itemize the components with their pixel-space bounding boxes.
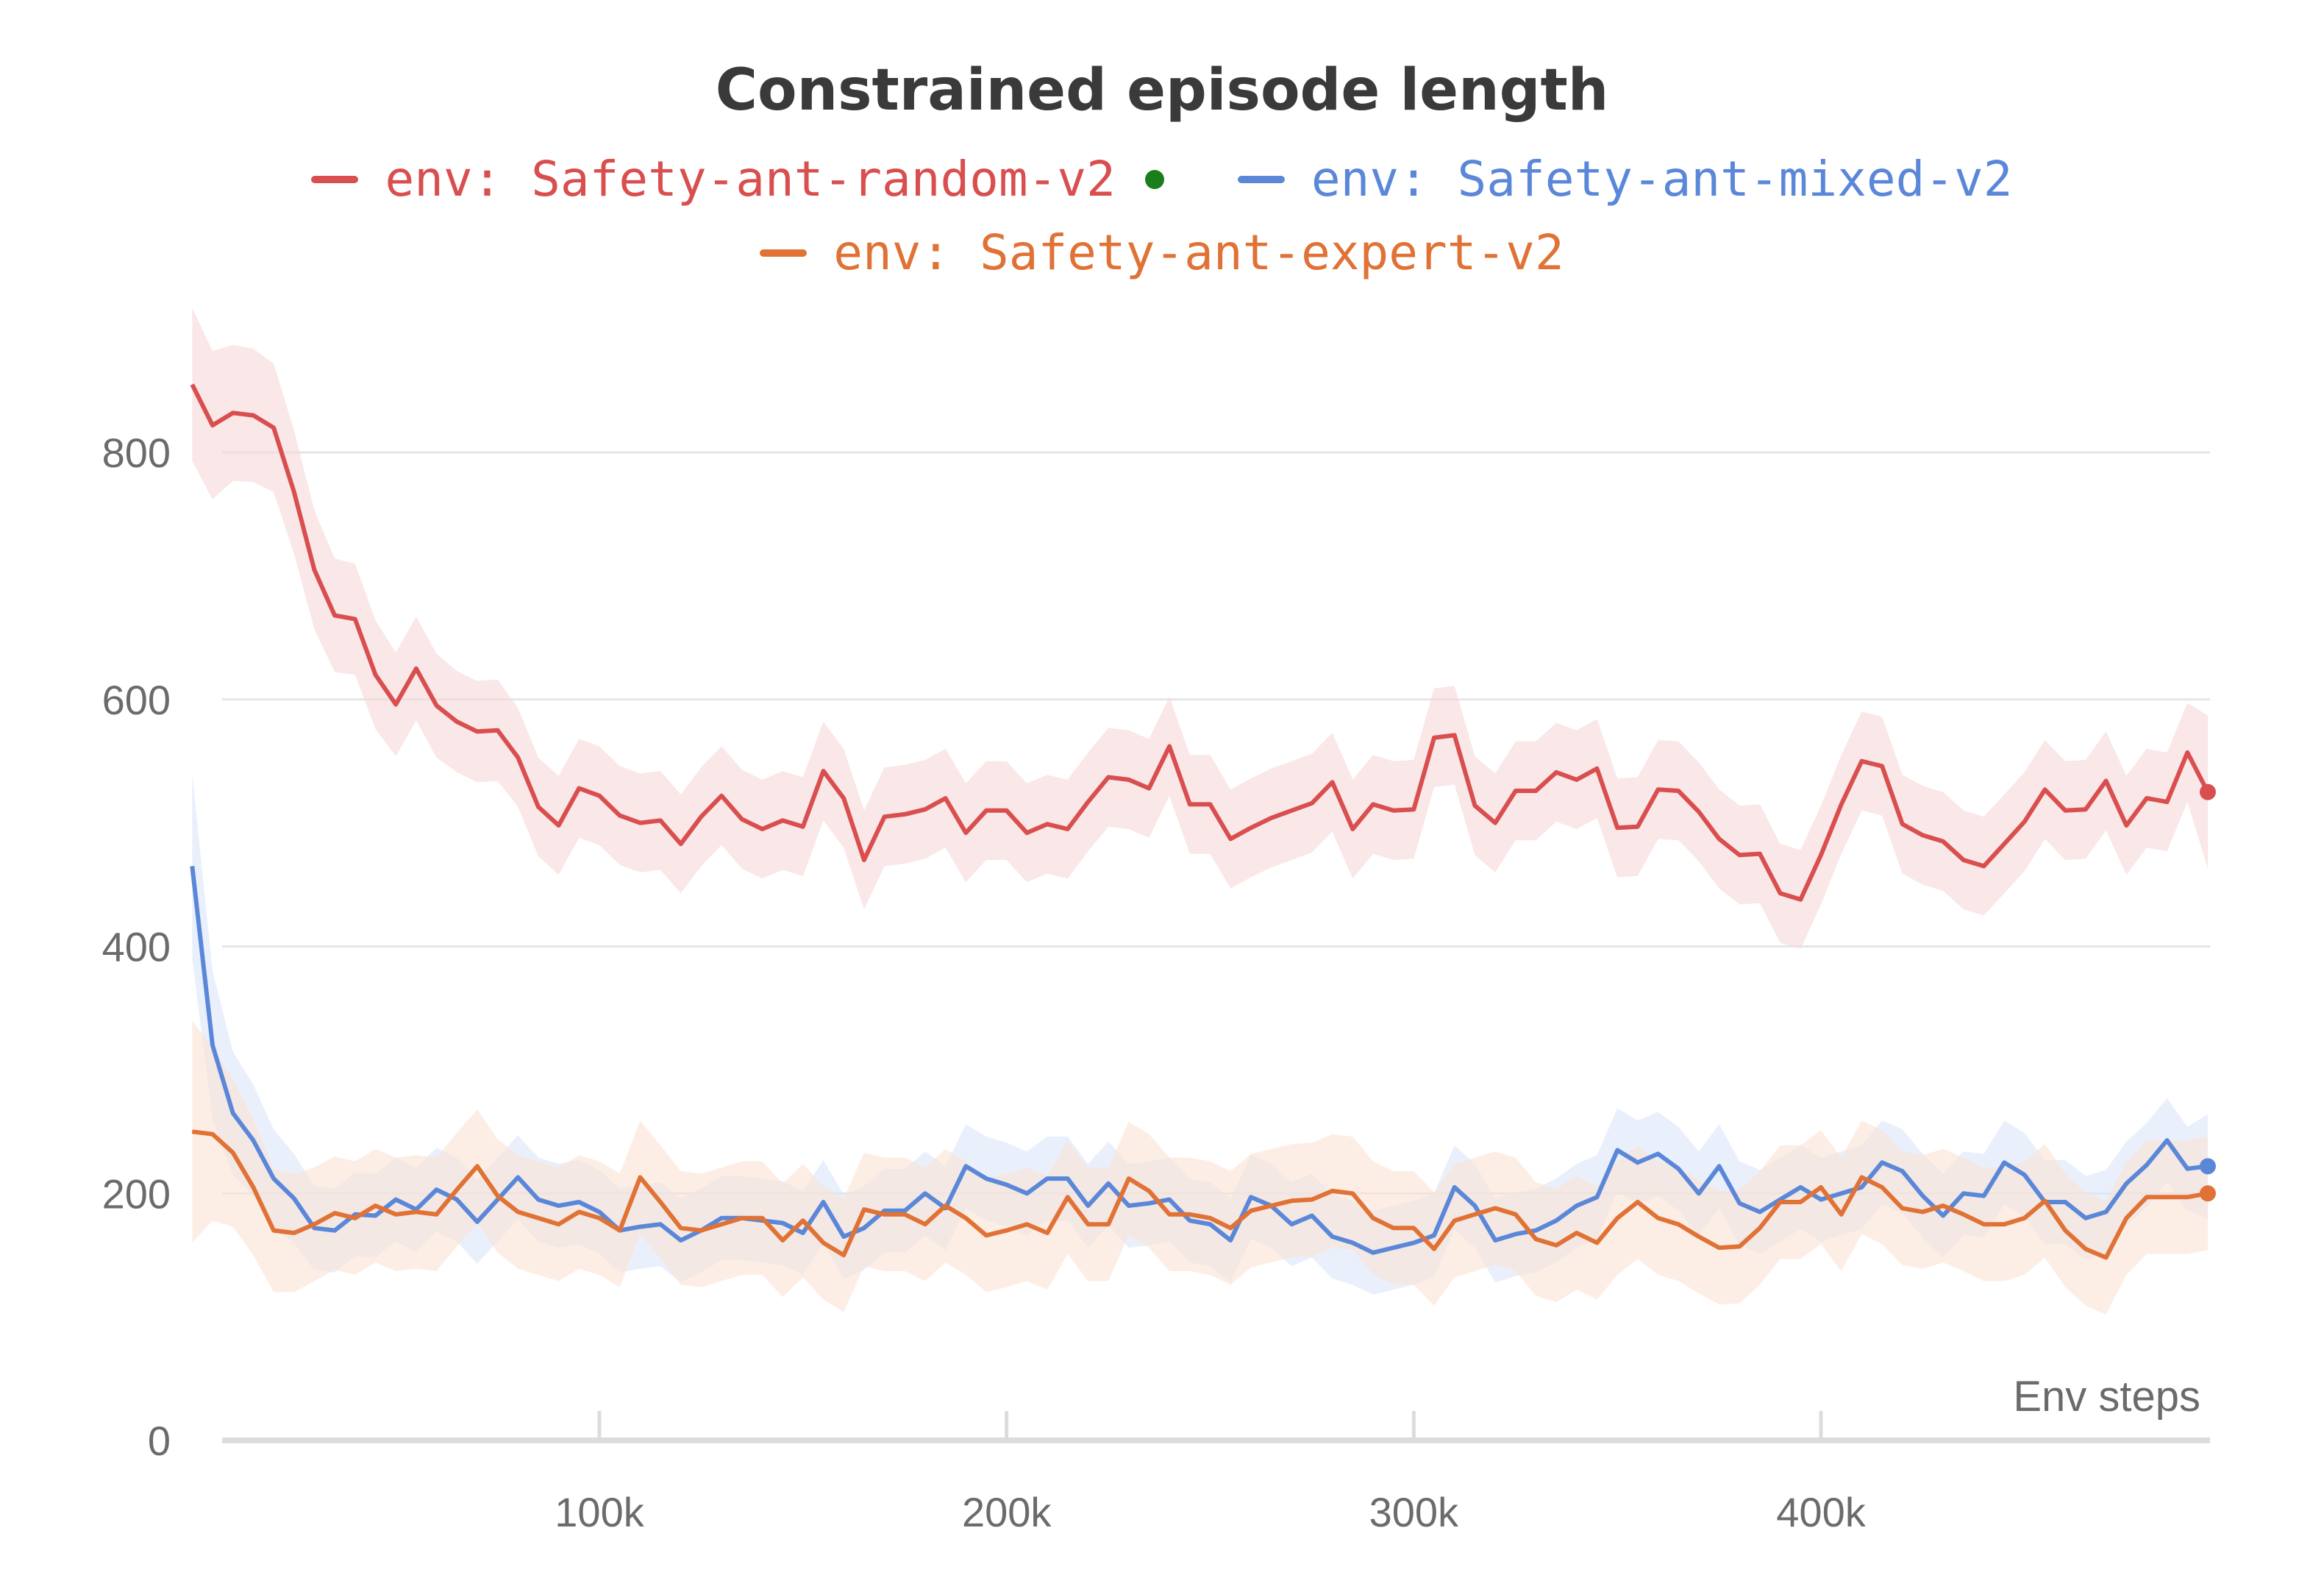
series-band-0 bbox=[192, 308, 2208, 949]
legend-active-dot-icon bbox=[1144, 169, 1164, 189]
x-tick-label: 200k bbox=[962, 1489, 1052, 1535]
y-tick-label: 600 bbox=[102, 677, 171, 723]
y-tick-label: 800 bbox=[102, 430, 171, 476]
y-tick-label: 400 bbox=[102, 924, 171, 970]
x-axis-title: Env steps bbox=[2013, 1373, 2200, 1421]
series-band-1 bbox=[192, 773, 2208, 1295]
x-tick-label: 100k bbox=[555, 1489, 644, 1535]
series-endpoint-2 bbox=[2199, 1185, 2216, 1202]
chart-title: Constrained episode length bbox=[715, 57, 1609, 124]
legend-label-mixed: env: Safety-ant-mixed-v2 bbox=[1311, 151, 2013, 207]
legend-swatch-expert bbox=[760, 249, 808, 257]
y-tick-label: 0 bbox=[148, 1418, 171, 1464]
legend-row-2: env: Safety-ant-expert-v2 bbox=[0, 224, 2324, 281]
legend-row-1: env: Safety-ant-random-v2 env: Safety-an… bbox=[0, 151, 2324, 207]
series-line-1 bbox=[190, 866, 2209, 1255]
legend-label-expert: env: Safety-ant-expert-v2 bbox=[833, 224, 1564, 281]
legend-item-expert[interactable]: env: Safety-ant-expert-v2 bbox=[760, 224, 1564, 281]
band-layer bbox=[192, 308, 2208, 1315]
series-endpoint-1 bbox=[2199, 1158, 2216, 1175]
x-tick-label: 300k bbox=[1369, 1489, 1459, 1535]
line-layer bbox=[190, 383, 2216, 1260]
x-tick-label: 400k bbox=[1776, 1489, 1866, 1535]
series-endpoint-0 bbox=[2199, 783, 2216, 800]
series-line-0 bbox=[190, 383, 2210, 902]
legend-item-random[interactable]: env: Safety-ant-random-v2 bbox=[311, 151, 1164, 207]
axis-layer: 0 200 400 600 800 100k 200k 300k 400k Env steps bbox=[102, 430, 2210, 1535]
series-band-2 bbox=[192, 1020, 2208, 1315]
legend-label-random: env: Safety-ant-random-v2 bbox=[385, 151, 1116, 207]
legend-swatch-mixed bbox=[1237, 175, 1285, 183]
legend-item-mixed[interactable]: env: Safety-ant-mixed-v2 bbox=[1237, 151, 2013, 207]
y-tick-label: 200 bbox=[102, 1170, 171, 1217]
series-line-2 bbox=[191, 1129, 2209, 1260]
legend-swatch-random bbox=[311, 175, 359, 183]
